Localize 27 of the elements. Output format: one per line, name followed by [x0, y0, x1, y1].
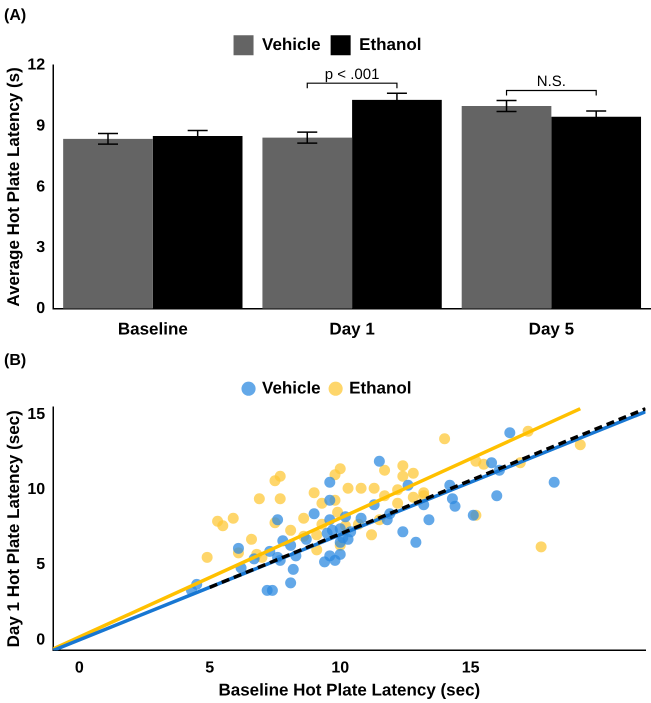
- annotation: N.S.: [536, 73, 566, 90]
- legend-label: Ethanol: [349, 378, 412, 398]
- y-tick-label: 3: [36, 239, 46, 256]
- y-tick-label: 9: [36, 117, 46, 134]
- y-tick-label: 15: [27, 406, 46, 424]
- y-axis-title: Average Hot Plate Latency (s): [4, 67, 23, 307]
- y-tick-label: 5: [36, 556, 46, 574]
- legend-label: Vehicle: [262, 378, 321, 398]
- x-tick-label: 10: [331, 659, 350, 676]
- y-tick-label: 0: [36, 300, 46, 318]
- y-tick-label: 0: [36, 631, 46, 648]
- x-tick-label: Day 1: [329, 319, 375, 338]
- y-tick-label: 6: [36, 178, 46, 196]
- y-tick-label: 12: [27, 56, 46, 74]
- legend-label: Vehicle: [262, 34, 321, 54]
- y-axis-title: Day 1 Hot Plate Latency (sec): [4, 410, 23, 648]
- y-tick-label: 10: [27, 481, 46, 498]
- chart-title: (A): [4, 7, 26, 24]
- x-tick-label: Day 5: [528, 319, 574, 338]
- x-tick-label: Baseline: [118, 319, 188, 338]
- chart-title: (B): [4, 352, 26, 370]
- legend-label: Ethanol: [359, 34, 422, 54]
- x-axis-title: Baseline Hot Plate Latency (sec): [218, 680, 480, 700]
- x-tick-label: 5: [205, 659, 214, 676]
- annotation: p < .001: [324, 66, 380, 83]
- x-tick-label: 0: [74, 659, 84, 676]
- x-tick-label: 15: [462, 659, 480, 676]
